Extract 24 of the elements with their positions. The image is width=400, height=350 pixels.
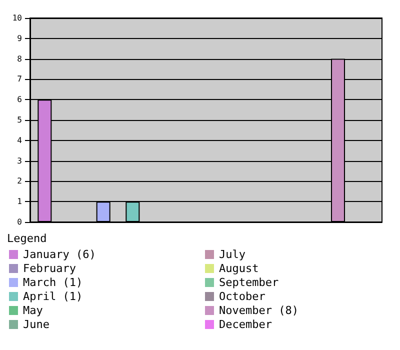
legend-label: May: [23, 304, 44, 317]
legend-label: March (1): [23, 276, 83, 289]
y-tick-label: 4: [17, 136, 22, 145]
y-tick-label: 9: [17, 34, 22, 43]
legend-label: November (8): [219, 304, 298, 317]
legend-label: February: [23, 262, 76, 275]
y-tick-label: 3: [17, 156, 22, 166]
y-tick-label: 1: [17, 197, 22, 206]
legend-title: Legend: [7, 232, 47, 245]
legend-label: July: [219, 248, 246, 261]
legend-label: April (1): [23, 290, 83, 303]
y-tick-label: 2: [17, 176, 22, 186]
y-tick-label: 7: [17, 74, 22, 84]
legend-label: December: [219, 318, 272, 331]
y-tick-label: 6: [17, 95, 22, 104]
y-tick-label: 0: [17, 218, 22, 226]
y-tick-label: 10: [12, 14, 22, 22]
legend-label: January (6): [23, 248, 96, 261]
legend-label: October: [219, 290, 266, 303]
legend-label: September: [219, 276, 279, 289]
y-tick-label: 5: [17, 116, 22, 124]
y-tick-label: 8: [17, 54, 22, 64]
legend-label: August: [219, 262, 259, 275]
legend-label: June: [23, 318, 50, 331]
